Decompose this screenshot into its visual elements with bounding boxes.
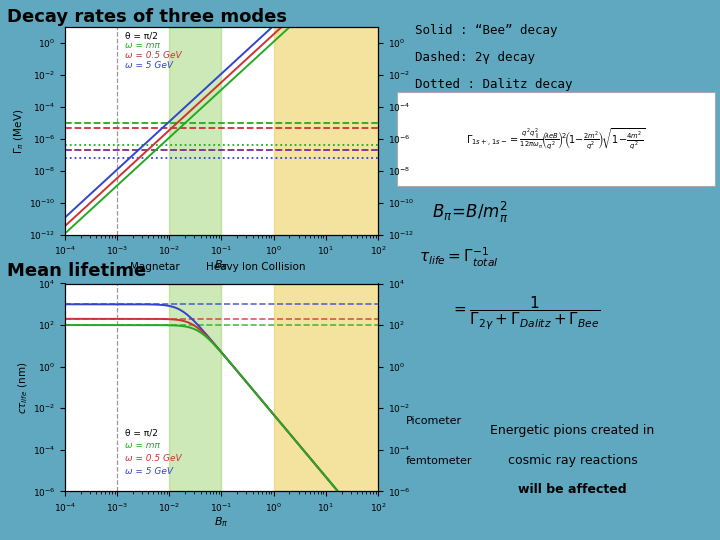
Y-axis label: $c\tau_{life}$ (nm): $c\tau_{life}$ (nm) xyxy=(16,361,30,414)
Bar xyxy=(169,27,222,235)
Text: ω = 0.5 GeV: ω = 0.5 GeV xyxy=(125,51,181,60)
Text: Picometer: Picometer xyxy=(405,416,462,426)
Text: will be affected: will be affected xyxy=(518,483,627,496)
Text: ω = 5 GeV: ω = 5 GeV xyxy=(125,61,173,70)
Text: Mean lifetime: Mean lifetime xyxy=(7,262,146,280)
Text: $\tau_{life} = \Gamma_{total}^{-1}$: $\tau_{life} = \Gamma_{total}^{-1}$ xyxy=(418,246,498,269)
Text: Solid : “Bee” decay: Solid : “Bee” decay xyxy=(415,24,558,37)
Text: $= \dfrac{1}{\Gamma_{2\gamma} + \Gamma_{Dalitz} + \Gamma_{Bee}}$: $= \dfrac{1}{\Gamma_{2\gamma} + \Gamma_{… xyxy=(451,294,601,332)
Text: θ = π/2: θ = π/2 xyxy=(125,31,158,40)
Bar xyxy=(274,27,378,235)
X-axis label: $B_\pi$: $B_\pi$ xyxy=(215,259,228,272)
Text: Heavy Ion Collision: Heavy Ion Collision xyxy=(206,262,305,272)
Text: Decay rates of three modes: Decay rates of three modes xyxy=(7,8,287,26)
Text: Energetic pions created in: Energetic pions created in xyxy=(490,424,654,437)
Text: θ = π/2: θ = π/2 xyxy=(125,428,158,437)
Text: Magnetar: Magnetar xyxy=(130,262,180,272)
Text: femtometer: femtometer xyxy=(405,456,472,467)
Text: $B_\pi\!=\!B/m_\pi^2$: $B_\pi\!=\!B/m_\pi^2$ xyxy=(432,200,508,225)
Text: Dashed: 2γ decay: Dashed: 2γ decay xyxy=(415,51,536,64)
Text: Dotted : Dalitz decay: Dotted : Dalitz decay xyxy=(415,78,573,91)
Text: cosmic ray reactions: cosmic ray reactions xyxy=(508,454,637,467)
Text: ω = 5 GeV: ω = 5 GeV xyxy=(125,467,173,476)
Text: ω = 0.5 GeV: ω = 0.5 GeV xyxy=(125,454,181,463)
Text: ω = mπ: ω = mπ xyxy=(125,41,160,50)
Bar xyxy=(169,284,222,491)
X-axis label: $B_\pi$: $B_\pi$ xyxy=(215,515,228,529)
FancyBboxPatch shape xyxy=(397,92,715,186)
Y-axis label: $\Gamma_\pi$ (MeV): $\Gamma_\pi$ (MeV) xyxy=(12,108,26,154)
Text: ω = mπ: ω = mπ xyxy=(125,441,160,450)
Text: $\Gamma_{1s+,1s-} = \frac{q^2 q_\parallel^2}{12\pi\omega_\pi}\!\left(\!\frac{\la: $\Gamma_{1s+,1s-} = \frac{q^2 q_\paralle… xyxy=(467,127,646,152)
Bar xyxy=(274,284,378,491)
